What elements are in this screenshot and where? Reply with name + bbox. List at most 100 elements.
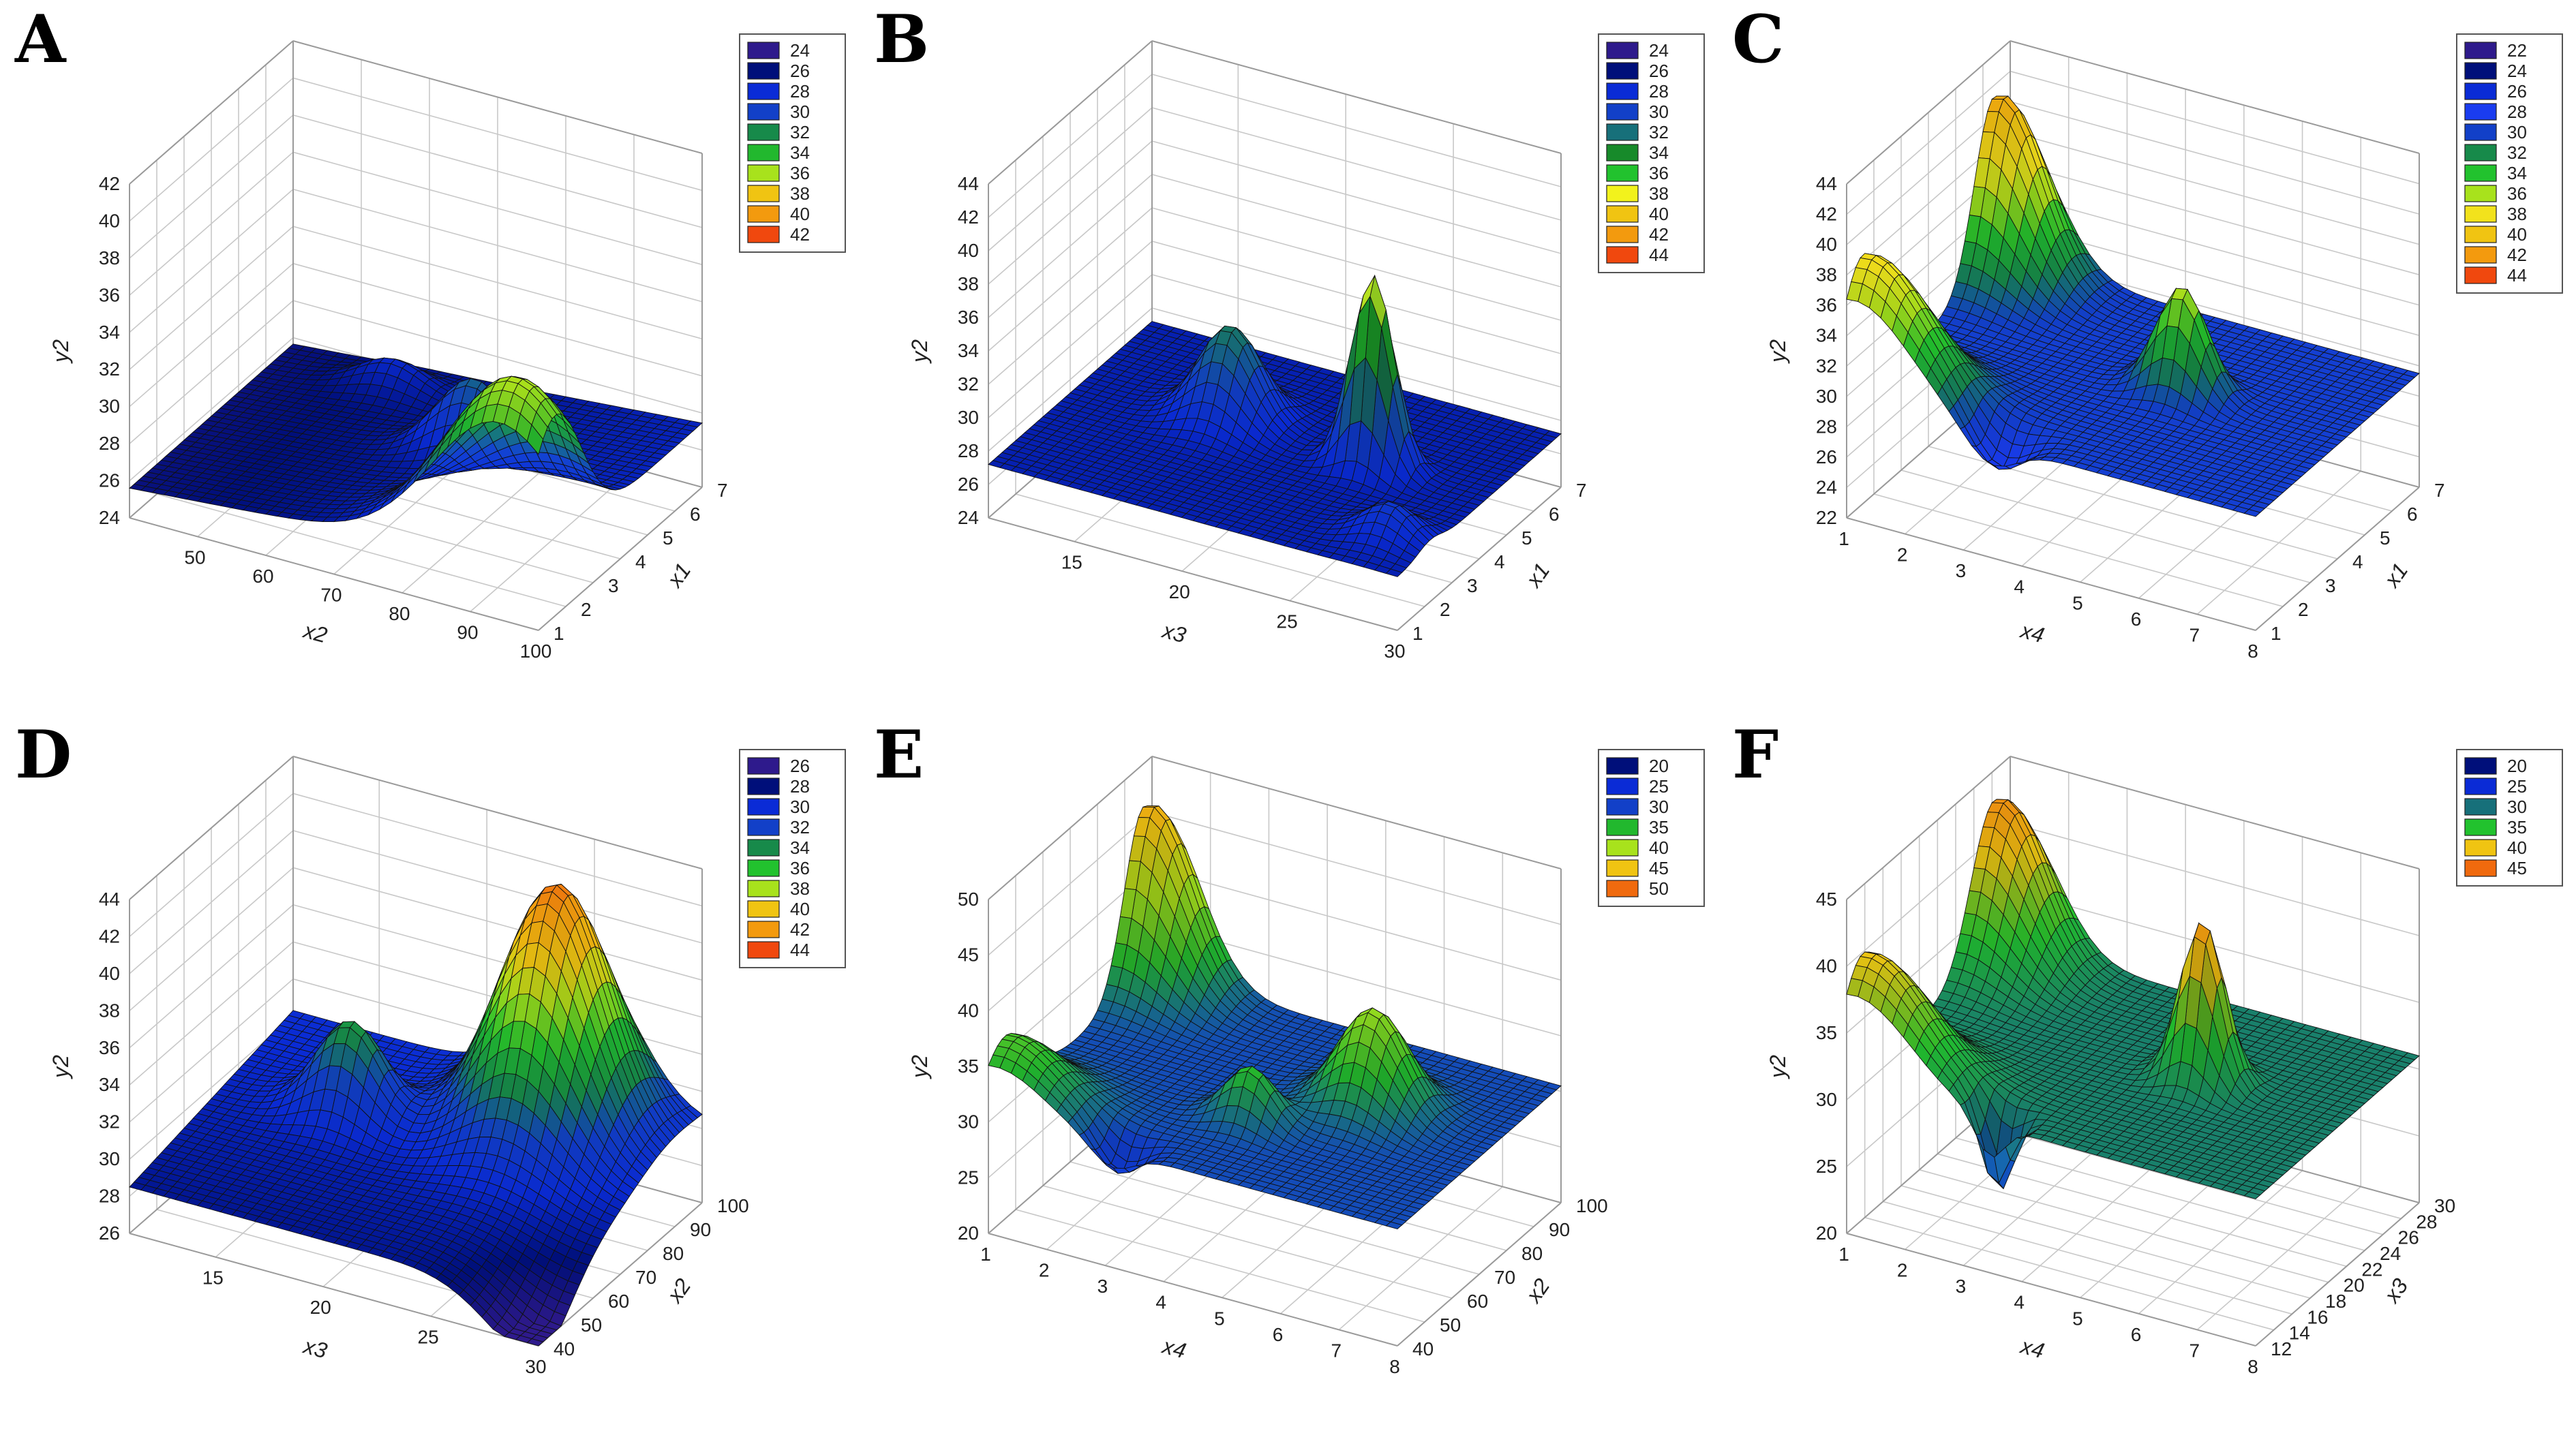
legend-swatch bbox=[2464, 246, 2497, 264]
x-tick-label: 15 bbox=[202, 1267, 224, 1289]
z-tick-label: 26 bbox=[958, 474, 979, 495]
legend-label: 34 bbox=[1649, 142, 1669, 163]
legend-swatch bbox=[747, 103, 780, 121]
y-axis-label: x2 bbox=[1520, 1274, 1554, 1308]
x-tick-label: 2 bbox=[1897, 1260, 1908, 1281]
legend-label: 32 bbox=[1649, 122, 1669, 142]
surface-mesh bbox=[988, 274, 1562, 577]
y-tick-label: 16 bbox=[2307, 1306, 2328, 1327]
panel-label: A bbox=[15, 1, 66, 78]
z-tick-label: 28 bbox=[1816, 416, 1837, 437]
x-tick-label: 15 bbox=[1061, 552, 1082, 573]
legend-label: 38 bbox=[790, 878, 810, 899]
y-tick-label: 50 bbox=[581, 1314, 602, 1336]
x-tick-label: 80 bbox=[389, 603, 410, 624]
x-tick-label: 6 bbox=[1273, 1324, 1284, 1345]
y-tick-label: 5 bbox=[663, 527, 673, 549]
legend-swatch bbox=[747, 205, 780, 223]
legend-label: 22 bbox=[2507, 40, 2527, 61]
legend-swatch bbox=[1606, 798, 1639, 816]
legend-label: 40 bbox=[1649, 204, 1669, 224]
legend-label: 36 bbox=[2507, 183, 2527, 204]
legend-label: 50 bbox=[1649, 878, 1669, 899]
legend-swatch bbox=[747, 859, 780, 877]
legend-swatch bbox=[2464, 62, 2497, 80]
z-tick-label: 25 bbox=[958, 1167, 979, 1188]
y-tick-label: 70 bbox=[1494, 1267, 1515, 1288]
legend-label: 35 bbox=[1649, 817, 1669, 837]
y-tick-label: 7 bbox=[2434, 480, 2445, 501]
surface-mesh bbox=[1846, 799, 2420, 1199]
z-tick-label: 50 bbox=[958, 889, 979, 910]
surface-mesh bbox=[129, 884, 703, 1347]
legend-label: 24 bbox=[2507, 61, 2527, 81]
x-tick-label: 70 bbox=[320, 585, 342, 606]
legend-swatch bbox=[1606, 757, 1639, 775]
legend-label: 26 bbox=[790, 61, 810, 81]
legend-swatch bbox=[1606, 123, 1639, 141]
legend-label: 38 bbox=[1649, 183, 1669, 204]
x-tick-label: 5 bbox=[1214, 1308, 1225, 1329]
legend-label: 34 bbox=[790, 837, 810, 858]
legend-swatch bbox=[2464, 226, 2497, 243]
legend-swatch bbox=[747, 62, 780, 80]
legend-swatch bbox=[2464, 205, 2497, 223]
x-tick-label: 7 bbox=[1331, 1340, 1342, 1361]
x-tick-label: 7 bbox=[2189, 1340, 2200, 1361]
z-tick-label: 26 bbox=[99, 1222, 120, 1244]
z-tick-label: 45 bbox=[1816, 889, 1837, 910]
z-axis-label: y2 bbox=[907, 339, 932, 364]
surface-mesh bbox=[988, 805, 1562, 1229]
y-tick-label: 14 bbox=[2289, 1323, 2310, 1344]
z-tick-label: 35 bbox=[958, 1056, 979, 1077]
legend-label: 24 bbox=[1649, 40, 1669, 61]
legend-swatch bbox=[747, 880, 780, 897]
z-tick-label: 34 bbox=[958, 340, 979, 361]
legend-label: 38 bbox=[790, 183, 810, 204]
x-tick-label: 7 bbox=[2189, 624, 2200, 645]
y-tick-label: 30 bbox=[2434, 1195, 2455, 1216]
y-tick-label: 90 bbox=[690, 1219, 711, 1240]
z-axis-label: y2 bbox=[1766, 339, 1790, 364]
z-tick-label: 20 bbox=[1816, 1222, 1837, 1244]
surface-plot: 2025303540451234567812141618202224262830… bbox=[1766, 749, 2563, 1377]
y-tick-label: 2 bbox=[581, 599, 592, 620]
x-tick-label: 8 bbox=[2247, 1356, 2258, 1377]
z-tick-label: 26 bbox=[99, 470, 120, 491]
y-axis-label: x1 bbox=[661, 559, 695, 593]
chart-panel-f: 20 25 30 35 40 45 1 2 3 4 5 6 7 8 12 14 16 18 20 22 24 26 28 30… bbox=[1717, 716, 2576, 1431]
legend-swatch bbox=[747, 798, 780, 816]
y-axis-label: x3 bbox=[2378, 1274, 2412, 1308]
legend-label: 45 bbox=[1649, 858, 1669, 878]
legend-swatch bbox=[1606, 103, 1639, 121]
legend-swatch bbox=[1606, 82, 1639, 100]
x-tick-label: 2 bbox=[1897, 544, 1908, 566]
y-tick-label: 7 bbox=[1576, 480, 1587, 501]
x-tick-label: 4 bbox=[2014, 576, 2025, 598]
legend-swatch bbox=[2464, 185, 2497, 202]
legend-label: 40 bbox=[2507, 837, 2527, 858]
legend-label: 30 bbox=[790, 102, 810, 122]
legend-swatch bbox=[1606, 226, 1639, 243]
chart-panel-d: 26 28 30 32 34 36 38 40 42 44 15 20 25 30 40 50 60 70 80 90… bbox=[0, 716, 859, 1431]
legend-label: 32 bbox=[790, 122, 810, 142]
chart-panel-c: 22 24 26 28 30 32 34 36 38 40 42 44 1 2 3 4 5 6 7 8 1 2 3 4 5 6 7 x… bbox=[1717, 0, 2576, 716]
z-axis-label: y2 bbox=[1766, 1055, 1790, 1079]
legend-label: 35 bbox=[2507, 817, 2527, 837]
x-axis-label: x4 bbox=[2017, 617, 2047, 647]
legend-swatch bbox=[1606, 144, 1639, 161]
y-tick-label: 40 bbox=[554, 1338, 575, 1359]
panel-label: D bbox=[15, 716, 72, 793]
legend-swatch bbox=[1606, 778, 1639, 795]
legend-label: 30 bbox=[2507, 797, 2527, 817]
legend-label: 36 bbox=[1649, 163, 1669, 183]
legend-label: 45 bbox=[2507, 858, 2527, 878]
legend-label: 24 bbox=[790, 40, 810, 61]
z-tick-label: 28 bbox=[958, 440, 979, 461]
x-axis-label: x3 bbox=[1159, 617, 1189, 647]
legend-label: 32 bbox=[2507, 142, 2527, 163]
z-tick-label: 40 bbox=[1816, 955, 1837, 976]
